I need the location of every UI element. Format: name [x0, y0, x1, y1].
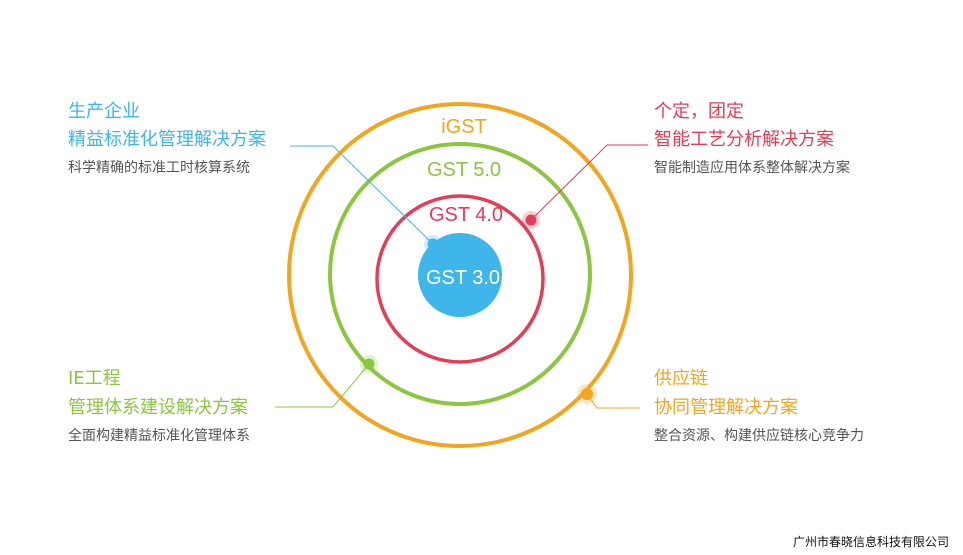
- connector-bottom-left: [275, 363, 370, 408]
- dot-blue: [427, 238, 439, 250]
- ring-label-gst3: GST 3.0: [426, 267, 500, 289]
- callout-desc: 全面构建精益标准化管理体系: [68, 428, 250, 444]
- callout-desc: 科学精确的标准工时核算系统: [68, 160, 250, 176]
- dot-red: [525, 214, 537, 226]
- callout-subtitle: 协同管理解决方案: [654, 397, 798, 418]
- company-footer: 广州市春晓信息科技有限公司: [792, 535, 949, 549]
- callout-desc: 整合资源、构建供应链核心竞争力: [654, 428, 864, 444]
- ring-igst: [287, 102, 633, 448]
- callout-title: 个定，团定: [654, 101, 744, 122]
- callout-title: 供应链: [654, 368, 708, 389]
- dot-orange: [581, 388, 593, 400]
- ring-gst5: [328, 142, 592, 406]
- callout-subtitle: 管理体系建设解决方案: [68, 397, 248, 418]
- core-gst3: [418, 233, 502, 317]
- dot-green: [363, 358, 375, 370]
- ring-label-gst4: GST 4.0: [429, 204, 503, 226]
- ring-gst4: [375, 194, 545, 364]
- callout-subtitle: 智能工艺分析解决方案: [654, 129, 834, 150]
- connector-top-left: [290, 145, 434, 245]
- connector-top-right: [530, 144, 648, 221]
- ring-label-igst: iGST: [441, 116, 487, 138]
- callout-title: 生产企业: [68, 101, 140, 122]
- ring-label-gst5: GST 5.0: [427, 159, 501, 181]
- callout-desc: 智能制造应用体系整体解决方案: [654, 160, 850, 176]
- callout-subtitle: 精益标准化管理解决方案: [68, 129, 266, 150]
- callout-title: IE工程: [68, 368, 121, 389]
